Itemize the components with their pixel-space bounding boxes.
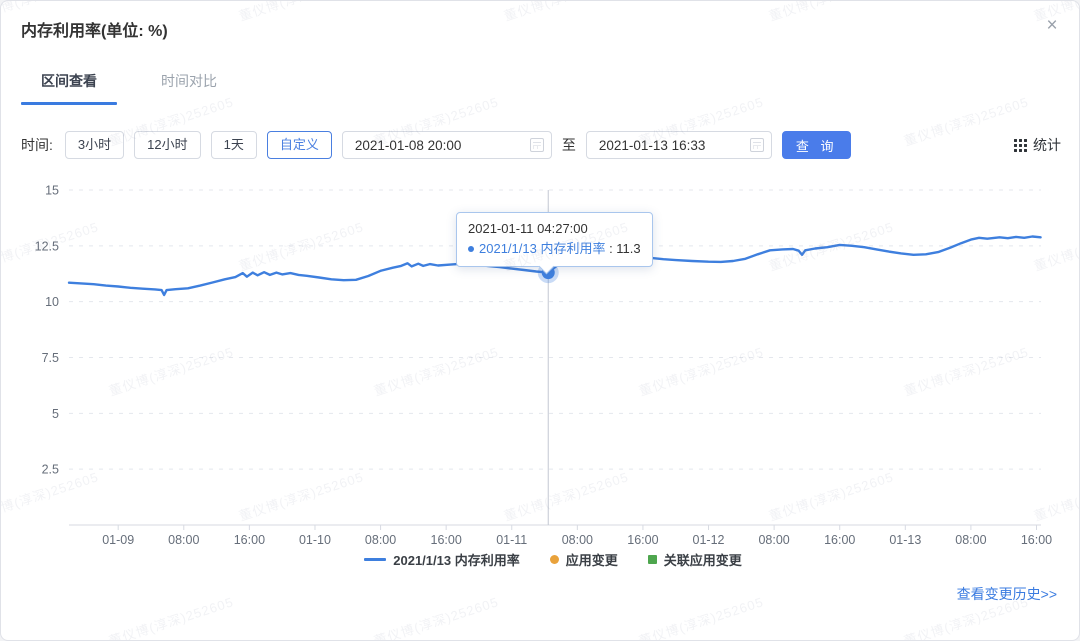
x-axis-label: 08:00: [562, 533, 593, 547]
page-title: 内存利用率(单位: %): [21, 23, 168, 40]
x-axis-label: 01-11: [496, 533, 527, 547]
tooltip-series-row: 2021/1/13 内存利用率 : 11.3: [468, 239, 641, 259]
x-axis-label: 08:00: [758, 533, 789, 547]
legend-label: 关联应用变更: [663, 553, 742, 568]
tooltip-series-name: 2021/1/13 内存利用率: [479, 241, 606, 256]
tooltip-time: 2021-01-11 04:27:00: [468, 221, 588, 236]
view-change-history-link[interactable]: 查看变更历史>>: [956, 586, 1057, 602]
legend-item-app-change[interactable]: 应用变更: [549, 550, 618, 569]
x-axis-label: 08:00: [168, 533, 199, 547]
to-label: 至: [561, 137, 576, 153]
legend-label: 应用变更: [565, 553, 618, 568]
stats-button[interactable]: 统计: [1014, 135, 1061, 155]
x-axis-label: 08:00: [955, 533, 986, 547]
x-axis-label: 01-10: [299, 533, 331, 547]
close-icon[interactable]: ×: [1046, 15, 1058, 36]
x-axis-label: 01-09: [102, 533, 134, 547]
x-axis-label: 16:00: [234, 533, 265, 547]
y-axis-label: 12.5: [35, 239, 59, 253]
y-axis-label: 15: [45, 184, 59, 198]
x-axis-label: 16:00: [824, 533, 855, 547]
x-axis-label: 01-12: [693, 533, 725, 547]
y-axis-label: 10: [45, 295, 59, 309]
tab-bar: 区间查看 时间对比: [21, 63, 237, 105]
query-button[interactable]: 查 询: [781, 131, 852, 159]
tab-range-view[interactable]: 区间查看: [21, 63, 117, 105]
calendar-icon[interactable]: [749, 138, 764, 152]
legend-item-utilization[interactable]: 2021/1/13 内存利用率: [364, 550, 520, 569]
stats-label: 统计: [1033, 137, 1061, 153]
range-1d-button[interactable]: 1天: [210, 131, 257, 159]
chart-tooltip: 2021-01-11 04:27:00 2021/1/13 内存利用率 : 11…: [456, 212, 653, 267]
utilization-series-line: [67, 235, 1042, 297]
start-time-input[interactable]: [341, 131, 552, 159]
start-time-field[interactable]: [341, 131, 552, 159]
x-axis-label: 01-13: [889, 533, 921, 547]
end-time-field[interactable]: [585, 131, 772, 159]
legend-label: 2021/1/13 内存利用率: [393, 553, 520, 568]
x-axis-label: 16:00: [1021, 533, 1052, 547]
x-axis-label: 16:00: [431, 533, 462, 547]
square-marker-icon: [647, 555, 657, 564]
calendar-icon[interactable]: [529, 138, 544, 152]
time-label: 时间:: [21, 137, 53, 153]
y-axis-label: 7.5: [42, 351, 59, 365]
line-marker-icon: [364, 558, 387, 561]
x-axis-label: 16:00: [627, 533, 658, 547]
series-dot-icon: [468, 246, 474, 252]
range-12h-button[interactable]: 12小时: [134, 131, 201, 159]
y-axis-label: 5: [52, 407, 59, 421]
y-axis-label: 2.5: [42, 463, 59, 477]
tab-time-compare[interactable]: 时间对比: [161, 73, 217, 89]
x-axis-label: 08:00: [365, 533, 396, 547]
range-3h-button[interactable]: 3小时: [64, 131, 125, 159]
legend-item-related-app-change[interactable]: 关联应用变更: [647, 550, 742, 569]
dot-marker-icon: [549, 555, 559, 564]
chart-legend: 2021/1/13 内存利用率 应用变更 关联应用变更: [1, 550, 1079, 569]
range-custom-button[interactable]: 自定义: [266, 131, 332, 159]
end-time-input[interactable]: [585, 131, 772, 159]
grid-icon: [1014, 138, 1027, 152]
time-controls: 时间: 3小时 12小时 1天 自定义 至 查 询 统计: [21, 131, 1061, 159]
tooltip-value: : 11.3: [605, 241, 641, 256]
